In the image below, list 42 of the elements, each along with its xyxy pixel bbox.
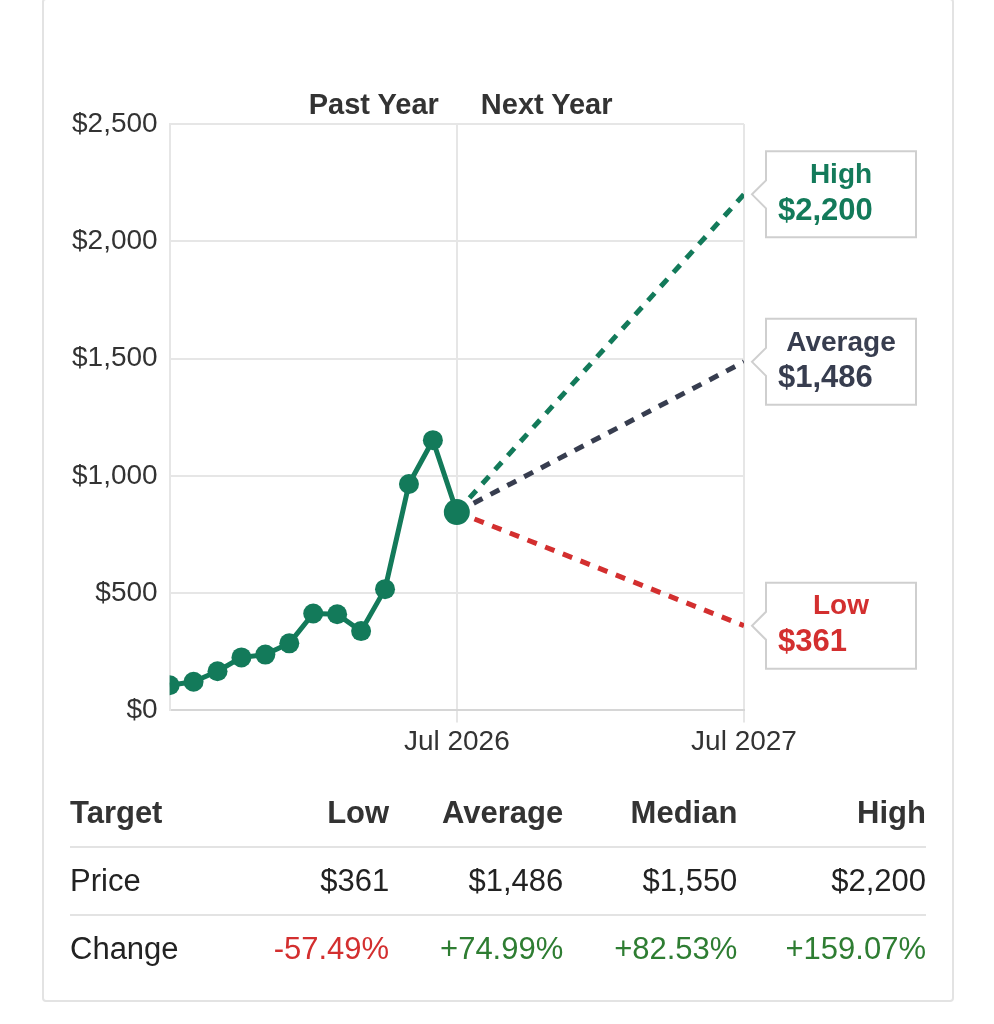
data-label: $361 [778,623,847,659]
y-tick-label: $0 [126,693,158,725]
y-tick-label: $1,500 [72,341,158,373]
data-label: $1,486 [778,359,873,395]
point [327,604,348,625]
text: +82.53% [613,931,738,967]
text: +74.99% [439,931,564,967]
point [231,647,252,668]
y-tick-label: $1,000 [72,458,158,490]
text: Target [70,795,164,831]
text: $2,200 [830,863,926,899]
text: $1,486 [467,863,564,899]
text: Past Year [308,87,439,120]
point [351,621,372,642]
point [255,644,276,665]
text: Average [441,795,564,831]
point [303,603,324,624]
text: Change [70,931,180,967]
point [279,633,300,654]
y-tick-label: $500 [95,575,158,607]
y-tick-label: $2,500 [72,106,158,138]
text: Median [629,795,738,831]
text: +159.07% [784,931,926,967]
x-tick-label: Jul 2026 [403,724,510,756]
text: Low [326,795,390,831]
text: High [856,795,926,831]
x-tick-label: Jul 2027 [691,724,797,756]
point [422,430,443,451]
text: $1,550 [641,863,738,899]
text: Next Year [480,87,613,120]
point [183,671,204,692]
point [398,474,419,495]
text: Price [70,863,142,899]
y-tick-label: $2,000 [72,224,158,255]
point [375,579,396,600]
series-label: Average [786,325,896,357]
text: Low [813,589,870,621]
data-label: $2,200 [778,191,873,227]
text: High [809,158,873,190]
point [207,661,228,682]
text: -57.49% [272,931,390,967]
text: $361 [319,863,390,899]
